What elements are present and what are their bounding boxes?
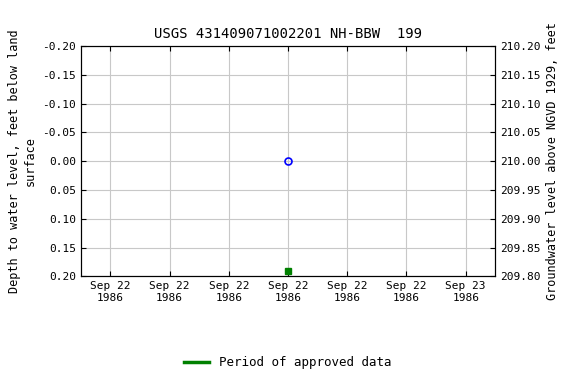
Y-axis label: Depth to water level, feet below land
surface: Depth to water level, feet below land su… xyxy=(9,30,36,293)
Title: USGS 431409071002201 NH-BBW  199: USGS 431409071002201 NH-BBW 199 xyxy=(154,27,422,41)
Legend: Period of approved data: Period of approved data xyxy=(179,351,397,374)
Y-axis label: Groundwater level above NGVD 1929, feet: Groundwater level above NGVD 1929, feet xyxy=(546,22,559,300)
